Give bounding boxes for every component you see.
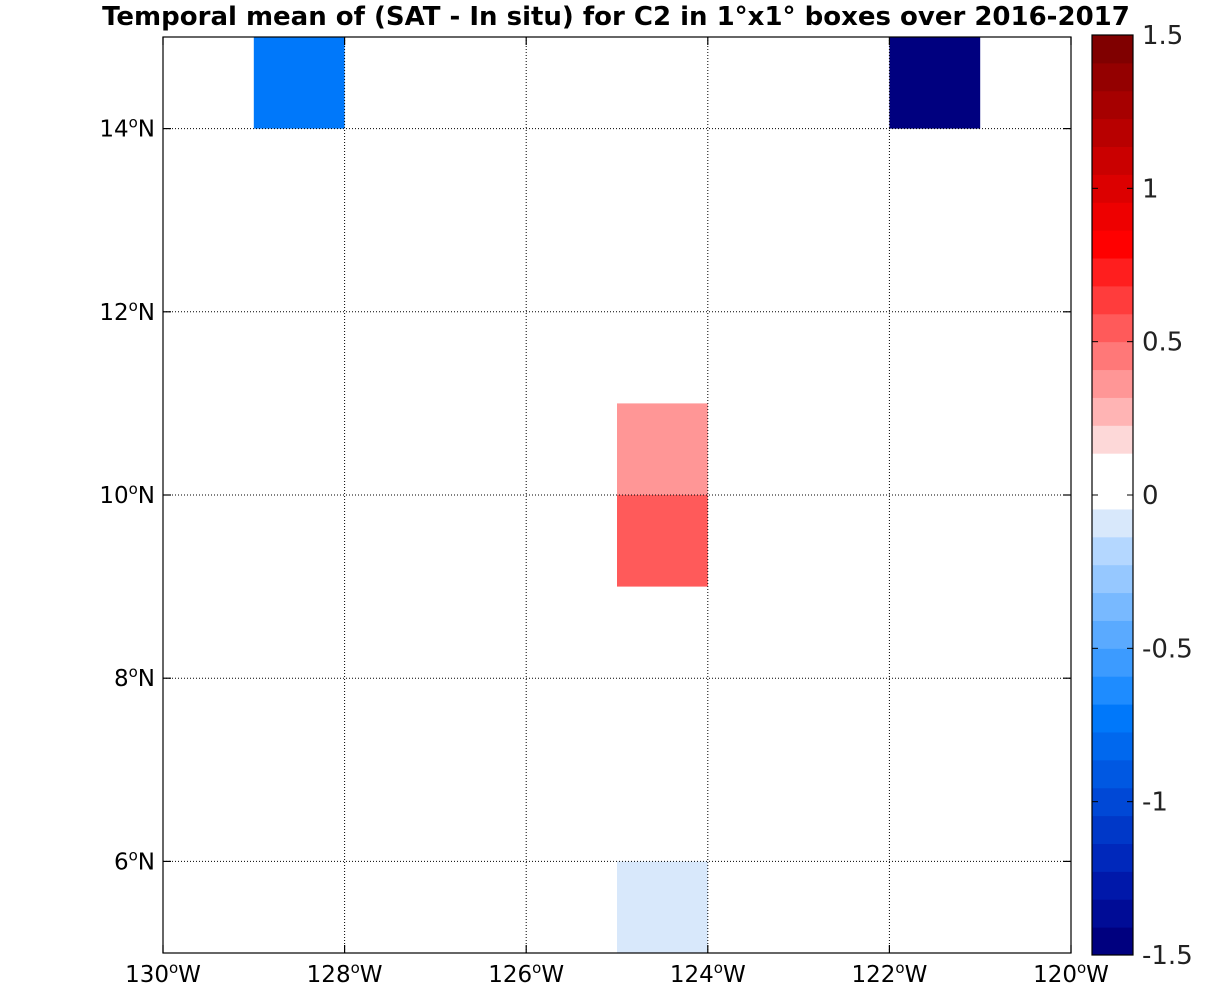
colorbar-segment [1092, 174, 1133, 203]
colorbar-segment [1092, 676, 1133, 705]
colorbar-segment [1092, 536, 1133, 566]
y-tick-label: 10oN [99, 480, 155, 509]
colorbar-segment [1092, 453, 1133, 482]
colorbar-segment [1092, 369, 1133, 398]
colorbar-tick-label: 1 [1142, 174, 1159, 204]
x-tick-label: 128oW [307, 959, 383, 984]
colorbar-segment [1092, 564, 1133, 594]
colorbar-tick-label: 0 [1142, 481, 1159, 511]
colorbar-segment [1092, 648, 1133, 677]
colorbar-segment [1092, 230, 1133, 259]
colorbar-segment [1092, 759, 1133, 789]
x-tick-label: 124oW [670, 959, 746, 984]
colorbar-segment [1092, 508, 1133, 538]
plot-area: 130oW 128oW 126oW 124oW 122oW 120oW 6oN 8oN 10oN… [99, 36, 1109, 984]
x-tick-label: 130oW [125, 959, 201, 984]
colorbar-segment [1092, 313, 1133, 343]
colorbar-segment [1092, 425, 1133, 454]
colorbar-segment [1092, 285, 1133, 315]
heatmap-cell [253, 37, 345, 129]
colorbar-segment [1092, 341, 1133, 371]
x-tick-label: 126oW [488, 959, 564, 984]
grid-lines [163, 37, 1071, 953]
colorbar-segment [1092, 927, 1133, 956]
colorbar-tick-label: -1 [1142, 788, 1168, 818]
heatmap-cells [253, 37, 981, 953]
heatmap-cell [617, 861, 708, 953]
colorbar-segment [1092, 202, 1133, 231]
colorbar-segment [1092, 620, 1133, 649]
colorbar-segment [1092, 35, 1133, 64]
colorbar-segment [1092, 258, 1133, 287]
colorbar-segment [1092, 90, 1133, 120]
colorbar-segment [1092, 731, 1133, 761]
colorbar-segment [1092, 118, 1133, 148]
colorbar-tick-label: -0.5 [1142, 634, 1193, 664]
x-tick-label: 122oW [851, 959, 927, 984]
colorbar: 1.5 1 0.5 0 -0.5 -1 -1.5 [1091, 21, 1193, 971]
colorbar-segment [1092, 899, 1133, 928]
y-tick-label: 8oN [114, 663, 155, 692]
colorbar-segment [1092, 62, 1133, 92]
heatmap-cell [617, 403, 708, 495]
colorbar-tick-label: 0.5 [1142, 328, 1183, 358]
colorbar-segment [1092, 397, 1133, 426]
colorbar-segment [1092, 481, 1133, 510]
heatmap-cell [707, 220, 799, 312]
y-tick-label: 6oN [114, 846, 155, 875]
heatmap-cell [889, 37, 981, 129]
colorbar-segment [1092, 592, 1133, 621]
colorbar-segment [1092, 704, 1133, 733]
colorbar-tick-label: 1.5 [1142, 21, 1183, 51]
chart-title: Temporal mean of (SAT - In situ) for C2 … [102, 2, 1130, 32]
heatmap-cell [707, 128, 799, 221]
colorbar-segment [1092, 787, 1133, 817]
heatmap-cell [617, 495, 708, 587]
colorbar-segment [1092, 843, 1133, 872]
y-tick-label: 12oN [99, 297, 155, 326]
colorbar-segment [1092, 871, 1133, 900]
colorbar-segment [1092, 815, 1133, 844]
heatmap-cell [617, 678, 708, 770]
colorbar-segment [1092, 146, 1133, 175]
x-tick-label: 120oW [1033, 959, 1109, 984]
axis-ticks: 130oW 128oW 126oW 124oW 122oW 120oW 6oN 8oN 10oN… [99, 37, 1109, 984]
y-tick-label: 14oN [99, 114, 155, 143]
colorbar-tick-label: -1.5 [1142, 941, 1193, 971]
